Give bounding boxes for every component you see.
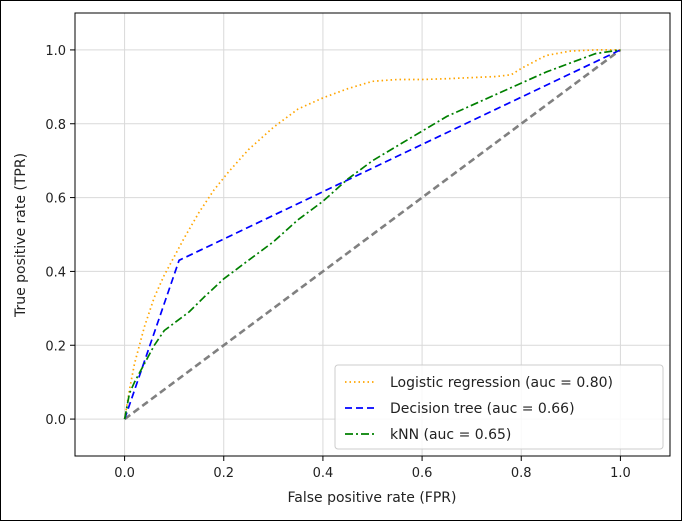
y-tick-label: 0.8 <box>45 118 66 133</box>
x-tick-label: 1.0 <box>610 466 631 481</box>
y-axis-ticks: 0.0 0.2 0.4 0.6 0.8 1.0 <box>45 44 75 428</box>
legend-entry-label: Logistic regression (auc = 0.80) <box>390 375 613 391</box>
legend: Logistic regression (auc = 0.80) Decision… <box>334 364 664 450</box>
series-layer <box>123 48 622 421</box>
plot-border <box>74 12 671 457</box>
y-tick-label: 0.6 <box>45 192 66 207</box>
series-line-1 <box>123 49 621 420</box>
x-tick-label: 0.2 <box>213 466 234 481</box>
x-tick-label: 0.0 <box>114 466 135 481</box>
series-line-0 <box>123 49 621 420</box>
x-tick-label: 0.6 <box>412 466 433 481</box>
grid-lines <box>75 13 670 456</box>
chance-diagonal-line <box>123 48 622 421</box>
y-tick-label: 0.0 <box>45 413 66 428</box>
y-tick-label: 1.0 <box>45 44 66 59</box>
legend-entry-label: kNN (auc = 0.65) <box>390 427 511 443</box>
y-axis-label: True positive rate (TPR) <box>13 153 29 318</box>
x-tick-label: 0.4 <box>313 466 334 481</box>
y-tick-label: 0.2 <box>45 339 66 354</box>
y-tick-label: 0.4 <box>45 265 66 280</box>
legend-entry-label: Decision tree (auc = 0.66) <box>390 401 575 417</box>
x-axis-label: False positive rate (FPR) <box>288 490 457 506</box>
legend-box <box>334 364 664 450</box>
series-line-2 <box>123 49 621 420</box>
x-axis-ticks: 0.0 0.2 0.4 0.6 0.8 1.0 <box>114 456 631 481</box>
x-tick-label: 0.8 <box>511 466 532 481</box>
